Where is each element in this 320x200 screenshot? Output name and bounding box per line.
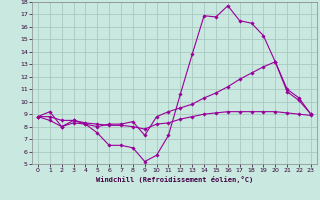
X-axis label: Windchill (Refroidissement éolien,°C): Windchill (Refroidissement éolien,°C) xyxy=(96,176,253,183)
